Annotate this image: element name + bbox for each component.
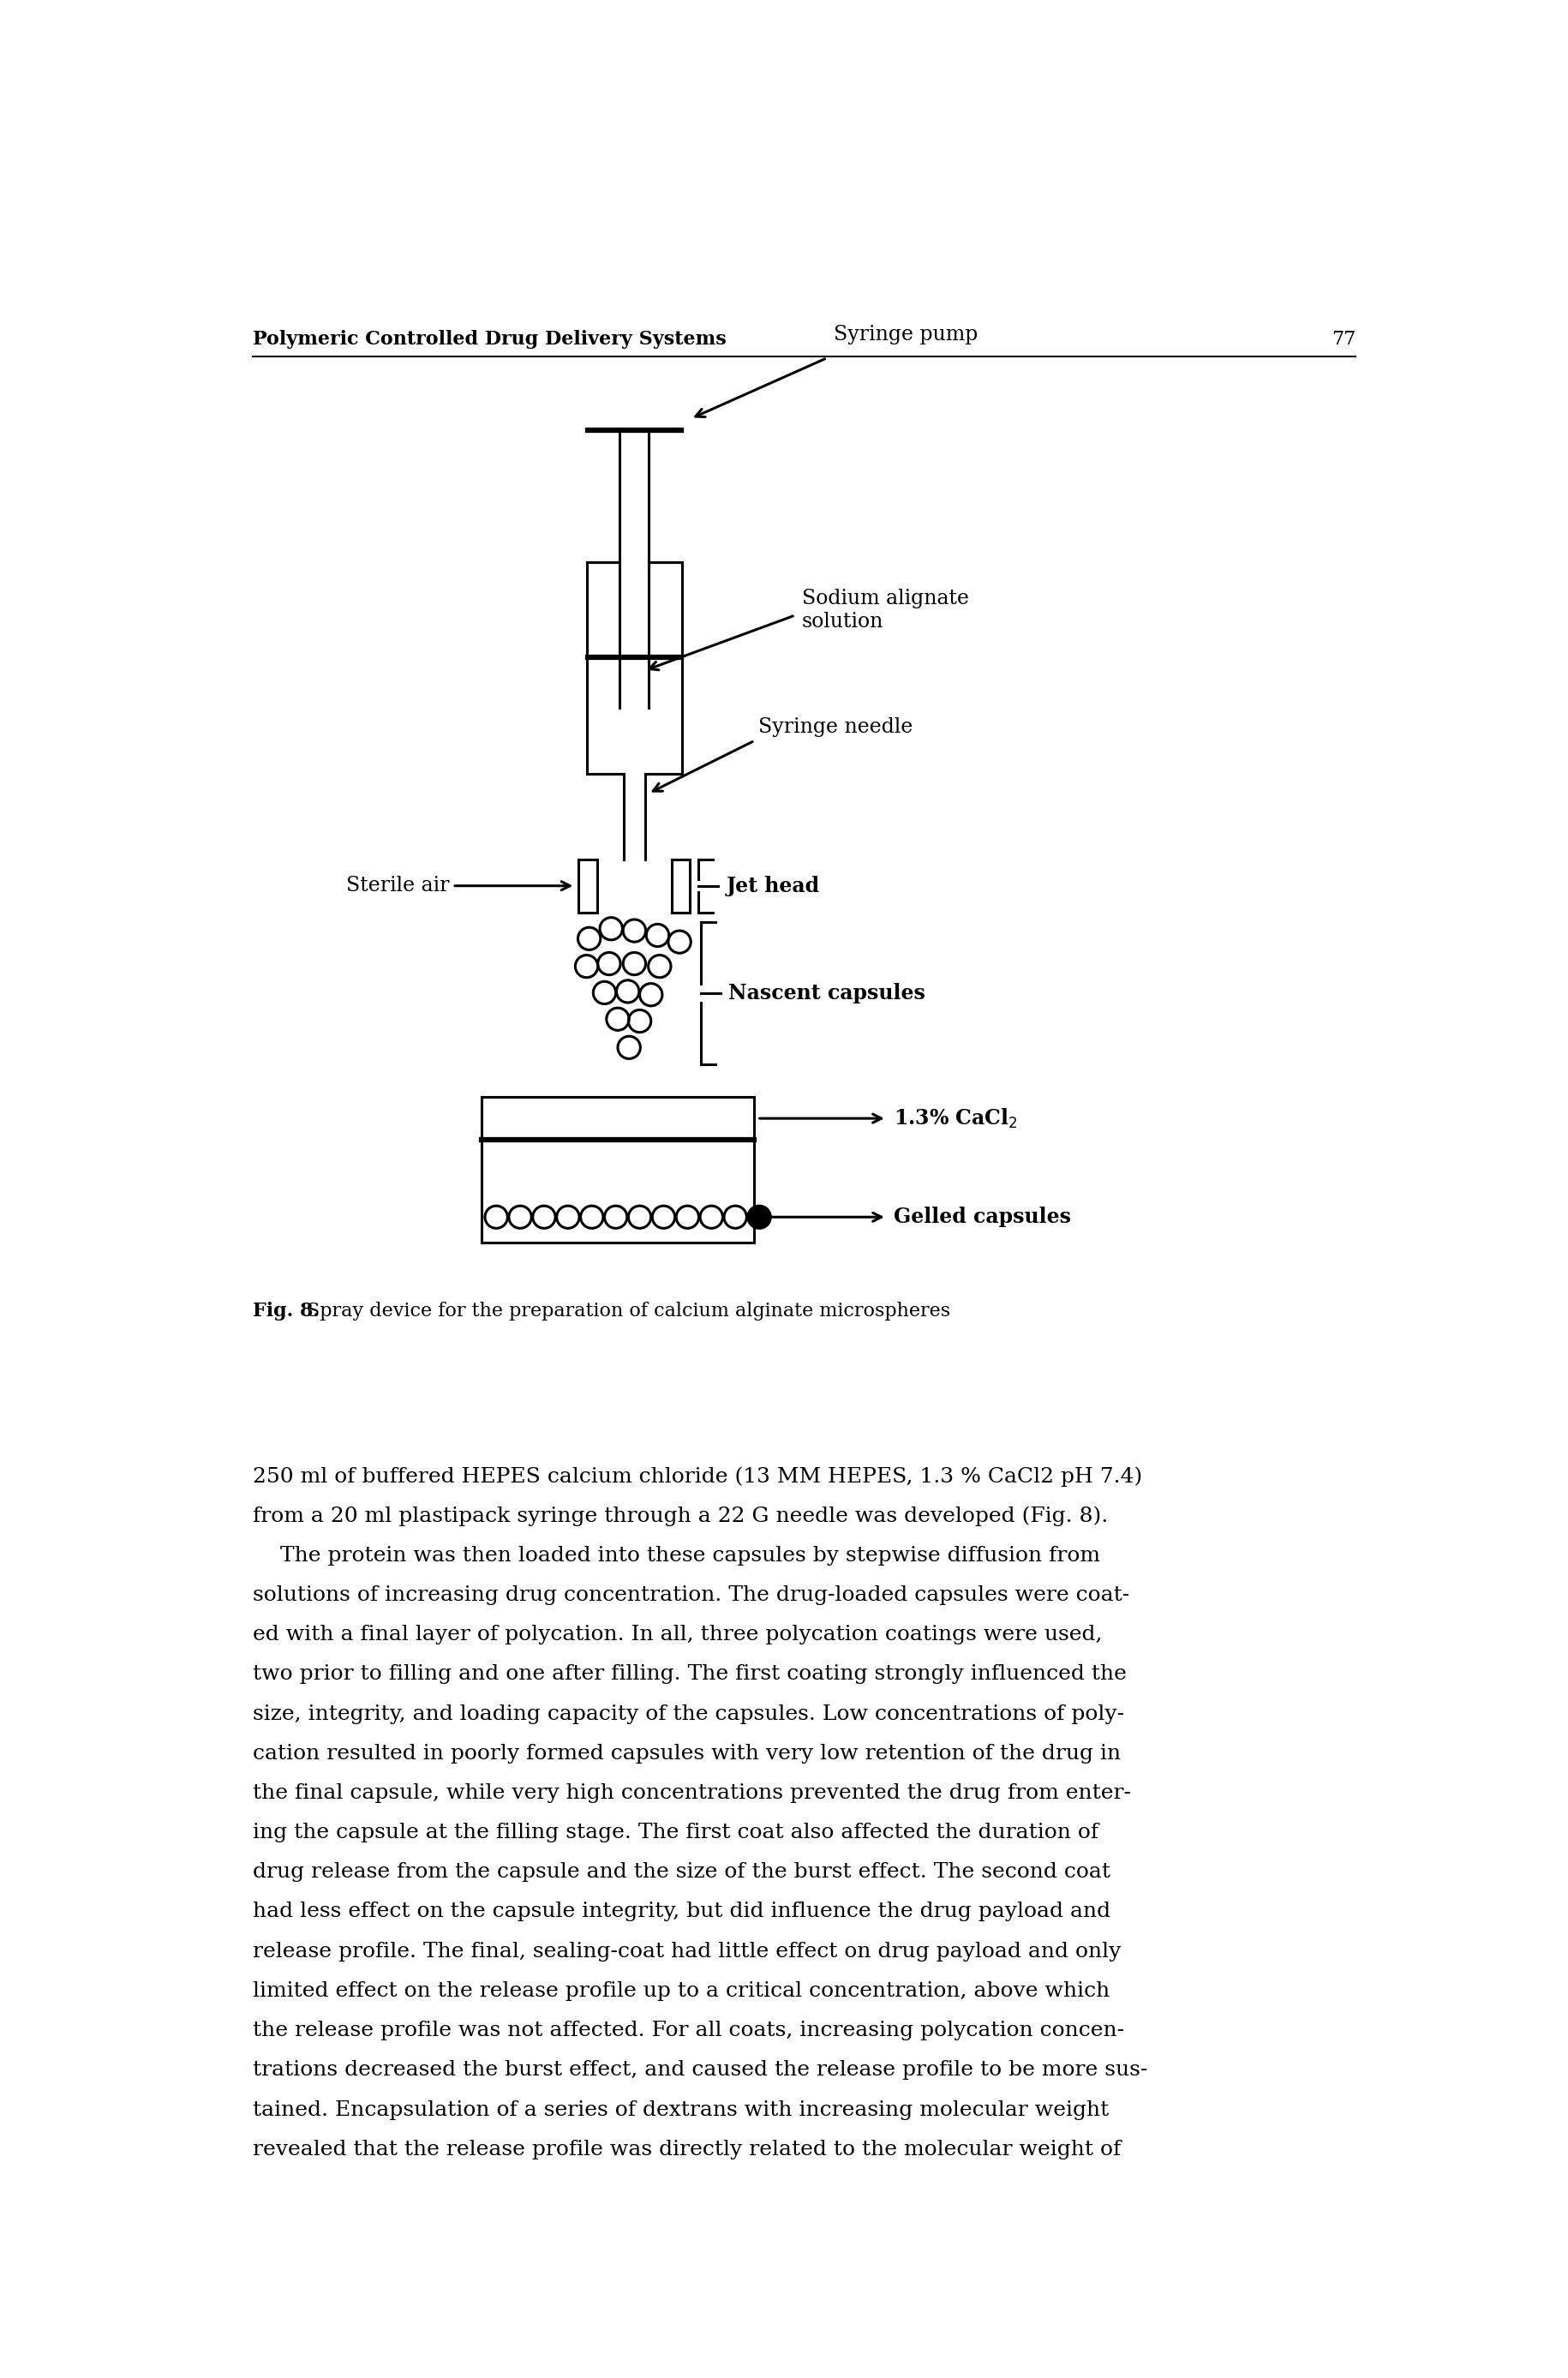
Text: cation resulted in poorly formed capsules with very low retention of the drug in: cation resulted in poorly formed capsule… [252, 1743, 1120, 1764]
Text: Jet head: Jet head [726, 875, 818, 897]
Text: solutions of increasing drug concentration. The drug-loaded capsules were coat-: solutions of increasing drug concentrati… [252, 1586, 1129, 1605]
Text: trations decreased the burst effect, and caused the release profile to be more s: trations decreased the burst effect, and… [252, 2059, 1146, 2081]
Text: Syringe needle: Syringe needle [757, 718, 913, 737]
Circle shape [748, 1206, 770, 1229]
Text: release profile. The final, sealing-coat had little effect on drug payload and o: release profile. The final, sealing-coat… [252, 1940, 1120, 1962]
Text: from a 20 ml plastipack syringe through a 22 G needle was developed (Fig. 8).: from a 20 ml plastipack syringe through … [252, 1505, 1107, 1527]
Text: Sterile air: Sterile air [345, 875, 448, 897]
Text: Syringe pump: Syringe pump [833, 326, 977, 345]
Text: The protein was then loaded into these capsules by stepwise diffusion from: The protein was then loaded into these c… [252, 1546, 1099, 1565]
Text: 1.3% CaCl$_2$: 1.3% CaCl$_2$ [892, 1106, 1018, 1130]
Text: ed with a final layer of polycation. In all, three polycation coatings were used: ed with a final layer of polycation. In … [252, 1624, 1101, 1646]
Text: Gelled capsules: Gelled capsules [892, 1206, 1069, 1227]
Text: limited effect on the release profile up to a critical concentration, above whic: limited effect on the release profile up… [252, 1981, 1109, 2000]
Bar [579, 858, 597, 913]
Text: the release profile was not affected. For all coats, increasing polycation conce: the release profile was not affected. Fo… [252, 2021, 1123, 2040]
Text: drug release from the capsule and the size of the burst effect. The second coat: drug release from the capsule and the si… [252, 1862, 1110, 1881]
Text: the final capsule, while very high concentrations prevented the drug from enter-: the final capsule, while very high conce… [252, 1784, 1131, 1803]
Text: Polymeric Controlled Drug Delivery Systems: Polymeric Controlled Drug Delivery Syste… [252, 331, 726, 350]
Bar [671, 858, 690, 913]
Text: 77: 77 [1331, 331, 1355, 350]
Text: Spray device for the preparation of calcium alginate microspheres: Spray device for the preparation of calc… [307, 1301, 950, 1320]
Text: ing the capsule at the filling stage. The first coat also affected the duration : ing the capsule at the filling stage. Th… [252, 1824, 1098, 1843]
Text: tained. Encapsulation of a series of dextrans with increasing molecular weight: tained. Encapsulation of a series of dex… [252, 2100, 1109, 2119]
Text: Nascent capsules: Nascent capsules [728, 982, 925, 1004]
Text: two prior to filling and one after filling. The first coating strongly influence: two prior to filling and one after filli… [252, 1665, 1126, 1684]
Text: had less effect on the capsule integrity, but did influence the drug payload and: had less effect on the capsule integrity… [252, 1902, 1110, 1921]
Text: Fig. 8.: Fig. 8. [252, 1301, 320, 1320]
Text: Sodium alignate
solution: Sodium alignate solution [801, 590, 969, 633]
Text: revealed that the release profile was directly related to the molecular weight o: revealed that the release profile was di… [252, 2140, 1120, 2159]
Text: size, integrity, and loading capacity of the capsules. Low concentrations of pol: size, integrity, and loading capacity of… [252, 1705, 1123, 1724]
Text: 250 ml of buffered HEPES calcium chloride (13 MM HEPES, 1.3 % CaCl2 pH 7.4): 250 ml of buffered HEPES calcium chlorid… [252, 1467, 1142, 1486]
